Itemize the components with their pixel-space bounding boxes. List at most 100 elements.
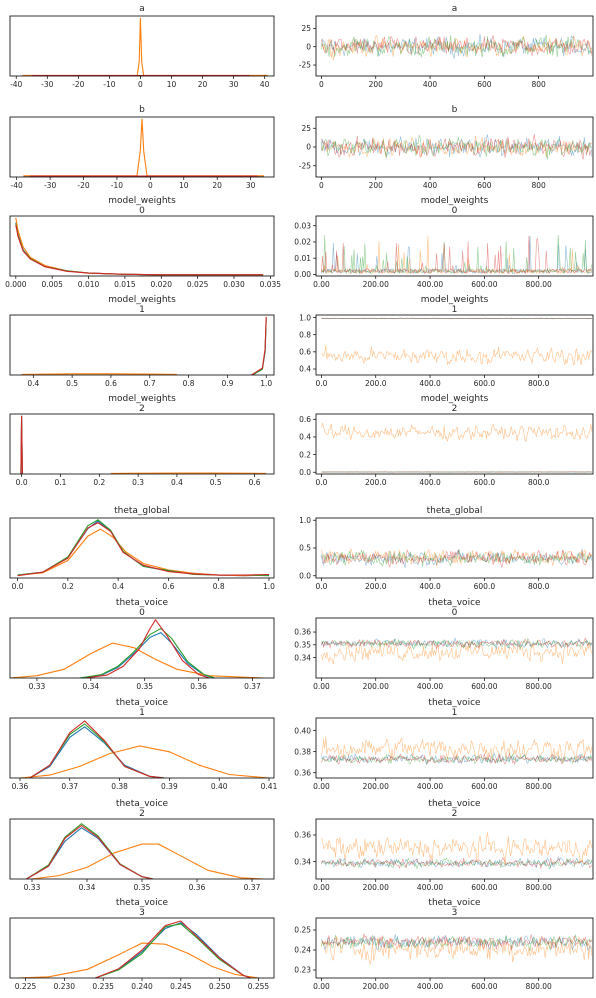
density-line-chain-2 <box>29 723 165 778</box>
x-tick-label: 800.0 <box>528 379 550 388</box>
panel-title: model_weights <box>421 295 489 305</box>
x-tick-label: 0.9 <box>221 379 233 388</box>
trace-line-chain-0 <box>321 935 593 965</box>
trace-line-chain-3 <box>321 235 593 275</box>
y-tick-label: 0.0 <box>299 468 311 477</box>
x-tick-label: 0.34 <box>79 883 96 892</box>
trace-line-chain-3 <box>321 637 593 650</box>
density-line-chain-3 <box>29 720 165 778</box>
density-line-chain-2 <box>95 923 251 978</box>
density-line-chain-1 <box>10 642 264 678</box>
x-tick-label: 200.00 <box>363 782 389 791</box>
density-line-chain-0 <box>26 827 154 879</box>
x-tick-label: -20 <box>77 181 89 190</box>
x-tick-label: 0 <box>319 80 324 89</box>
y-tick-label: -25 <box>299 61 311 70</box>
x-tick-label: 800.00 <box>526 982 552 991</box>
x-tick-label: 0.0 <box>12 582 24 591</box>
x-tick-label: 0.020 <box>151 280 173 289</box>
x-tick-label: 400 <box>423 181 438 190</box>
y-tick-label: 25 <box>301 124 311 133</box>
x-tick-label: 0.8 <box>183 379 195 388</box>
plot-area <box>321 832 593 870</box>
x-tick-label: -10 <box>111 181 123 190</box>
y-tick-label: 25 <box>301 24 311 33</box>
plot-area <box>15 217 264 276</box>
x-tick-label: 0 <box>148 181 153 190</box>
panel-subtitle: 1 <box>139 708 145 718</box>
y-tick-label: 0 <box>306 42 311 51</box>
panel-title: theta_voice <box>116 698 169 708</box>
panel-title: model_weights <box>421 394 489 404</box>
x-tick-label: 600.0 <box>474 582 496 591</box>
x-tick-label: -20 <box>72 80 84 89</box>
x-tick-label: 600.00 <box>471 682 497 691</box>
x-tick-label: 800.00 <box>526 682 552 691</box>
trace-line-chain-1 <box>321 547 593 567</box>
axes-frame <box>9 15 275 77</box>
trace-line-chain-0 <box>321 832 593 866</box>
panel-title: theta_global <box>427 506 483 516</box>
density-line-chain-1 <box>31 843 264 879</box>
x-tick-label: 0.7 <box>144 379 156 388</box>
axes-frame <box>9 116 275 178</box>
x-tick-label: 200.00 <box>363 280 389 289</box>
y-tick-label: 1.0 <box>299 313 311 322</box>
plot-area <box>20 415 267 474</box>
axes-frame <box>315 314 594 376</box>
density-line-chain-3 <box>85 618 210 678</box>
x-tick-label: 200.0 <box>365 379 387 388</box>
y-tick-label: 0.0 <box>299 571 311 580</box>
x-tick-label: 0.35 <box>136 682 153 691</box>
trace-line-chain-3 <box>321 317 593 320</box>
x-tick-label: -10 <box>103 80 115 89</box>
x-tick-label: 0.4 <box>27 379 39 388</box>
x-tick-label: 0.38 <box>111 782 128 791</box>
panel-subtitle: 0 <box>452 206 458 216</box>
x-tick-label: 10 <box>179 181 189 190</box>
trace-line-chain-3 <box>321 548 592 569</box>
panel-density-0: a -40 -30 -20 -10 0 10 20 30 40 <box>9 4 275 89</box>
x-tick-label: 0.4 <box>171 478 183 487</box>
x-tick-label: 600 <box>477 80 492 89</box>
x-tick-label: 200 <box>369 181 384 190</box>
trace-line-chain-1 <box>321 345 593 366</box>
plot-area <box>21 316 267 375</box>
panel-subtitle: 0 <box>452 608 458 618</box>
x-tick-label: 0.015 <box>114 280 136 289</box>
x-tick-label: 800.00 <box>526 280 552 289</box>
x-tick-label: 0.40 <box>211 782 228 791</box>
x-tick-label: 0.36 <box>189 883 206 892</box>
plot-area <box>321 34 593 61</box>
y-tick-label: 0.4 <box>299 365 311 374</box>
y-tick-label: 0 <box>306 143 311 152</box>
x-tick-label: 400.0 <box>419 478 441 487</box>
x-tick-label: 800.0 <box>528 478 550 487</box>
panel-title: theta_voice <box>428 698 481 708</box>
y-tick-label: 0.25 <box>294 926 311 935</box>
x-tick-label: 200.00 <box>363 883 389 892</box>
x-tick-label: 0.37 <box>244 883 261 892</box>
x-tick-label: 0.230 <box>54 982 76 991</box>
x-tick-label: 600.00 <box>471 883 497 892</box>
panel-title: theta_voice <box>428 898 481 908</box>
panel-title: theta_voice <box>428 799 481 809</box>
trace-line-chain-2 <box>321 235 593 275</box>
panel-density-1: b -40 -30 -20 -10 0 10 20 30 <box>9 105 275 190</box>
density-line-chain-3 <box>15 224 264 276</box>
y-tick-label: 0.34 <box>294 857 311 866</box>
density-line-chain-2 <box>17 519 270 577</box>
x-tick-label: 0.245 <box>170 982 192 991</box>
density-line-chain-1 <box>17 942 259 978</box>
panel-density-5: theta_global 0.0 0.2 0.4 0.6 0.8 1.0 <box>9 506 275 591</box>
trace-line-chain-2 <box>321 637 592 650</box>
axes-frame <box>315 517 594 579</box>
